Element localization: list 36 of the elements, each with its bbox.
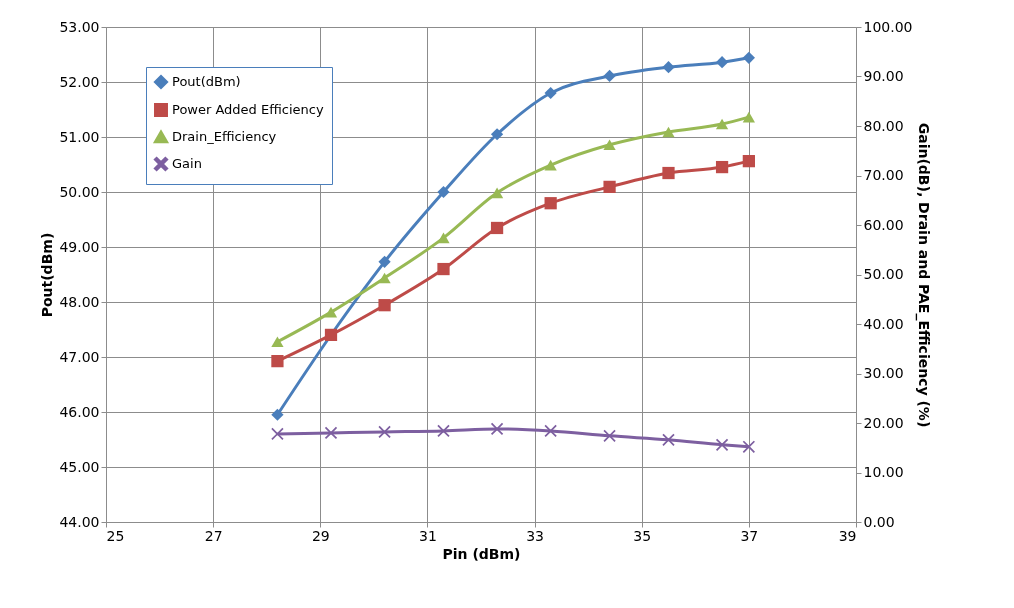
- y-tick-label: 49.00: [59, 238, 100, 255]
- legend-label: Drain_Efficiency: [172, 129, 277, 144]
- y-tick-label: 53.00: [59, 18, 100, 35]
- y-tick-label: 52.00: [59, 73, 100, 90]
- x-tick-label: 39: [838, 527, 857, 544]
- y-tick-label: 46.00: [59, 403, 100, 420]
- y2-tick-label: 100.00: [863, 18, 913, 35]
- legend-label: Power Added Efficiency: [172, 102, 324, 117]
- y2-tick-label: 20.00: [863, 414, 904, 431]
- x-tick-label: 25: [106, 527, 125, 544]
- y2-tick-label: 50.00: [863, 266, 904, 282]
- y2-tick-label: 30.00: [863, 365, 904, 381]
- y-tick-label: 45.00: [59, 458, 100, 475]
- y-tick-label: 44.00: [59, 513, 100, 530]
- y2-tick-label: 0.00: [863, 513, 895, 530]
- x-tick-label: 31: [419, 527, 437, 544]
- y2-tick-label: 80.00: [863, 117, 904, 134]
- x-tick-label: 33: [526, 527, 544, 544]
- y-tick-label: 48.00: [59, 293, 100, 310]
- y-axis-title: Pout(dBm): [39, 232, 56, 318]
- x-tick-label: 29: [311, 527, 330, 544]
- y2-axis-title: Gain(dB), Drain and PAE_Efficiency (%): [915, 122, 933, 428]
- y2-tick-label: 70.00: [863, 167, 904, 183]
- x-axis-title: Pin (dBm): [442, 545, 521, 562]
- legend-label: Gain: [172, 156, 202, 171]
- x-tick-label: 37: [740, 527, 759, 544]
- y2-tick-label: 40.00: [863, 315, 904, 332]
- y2-tick-label: 10.00: [863, 464, 904, 480]
- y-tick-label: 51.00: [59, 128, 100, 145]
- legend-label: Pout(dBm): [172, 74, 241, 89]
- y-tick-label: 50.00: [59, 183, 100, 200]
- x-tick-label: 27: [204, 527, 223, 544]
- y-tick-label: 47.00: [59, 348, 100, 365]
- y2-tick-label: 90.00: [863, 68, 904, 84]
- x-tick-label: 35: [633, 527, 652, 544]
- y2-tick-label: 60.00: [863, 216, 904, 233]
